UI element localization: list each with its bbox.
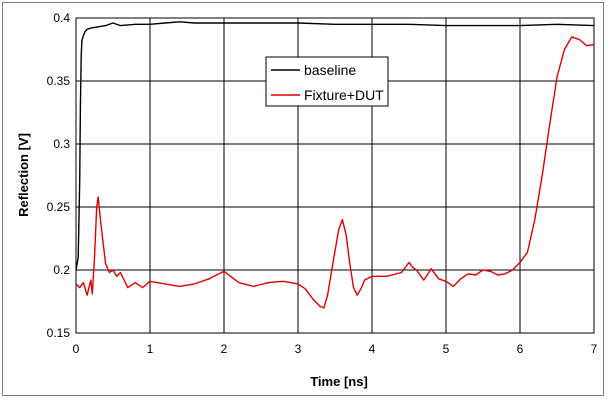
y-tick-label: 0.3 bbox=[53, 137, 70, 151]
y-tick-labels: 0.15 0.2 0.25 0.3 0.35 0.4 bbox=[47, 11, 71, 340]
y-axis-title: Reflection [V] bbox=[16, 133, 31, 217]
y-tick-label: 0.2 bbox=[53, 263, 70, 277]
x-tick-label: 5 bbox=[443, 342, 450, 356]
series-line-baseline bbox=[75, 21, 595, 271]
legend-box bbox=[265, 56, 389, 107]
series-lines bbox=[75, 21, 595, 309]
x-tick-label: 1 bbox=[147, 342, 154, 356]
x-tick-label: 6 bbox=[517, 342, 524, 356]
legend-label-baseline: baseline bbox=[304, 62, 356, 78]
legend-label-fixture-dut: Fixture+DUT bbox=[304, 87, 384, 103]
legend: baseline Fixture+DUT bbox=[265, 56, 389, 107]
x-tick-label: 4 bbox=[369, 342, 376, 356]
x-tick-label: 3 bbox=[295, 342, 302, 356]
y-tick-label: 0.15 bbox=[47, 326, 71, 340]
y-tick-label: 0.25 bbox=[47, 200, 71, 214]
x-axis-title: Time [ns] bbox=[310, 374, 368, 389]
y-tick-label: 0.4 bbox=[53, 11, 70, 25]
x-tick-label: 7 bbox=[591, 342, 598, 356]
x-tick-label: 0 bbox=[73, 342, 80, 356]
y-tick-label: 0.35 bbox=[47, 74, 71, 88]
x-tick-label: 2 bbox=[221, 342, 228, 356]
x-tick-labels: 0 1 2 3 4 5 6 7 bbox=[73, 342, 598, 356]
plot-area-border bbox=[75, 17, 595, 334]
series-line-fixture-dut bbox=[75, 36, 595, 309]
